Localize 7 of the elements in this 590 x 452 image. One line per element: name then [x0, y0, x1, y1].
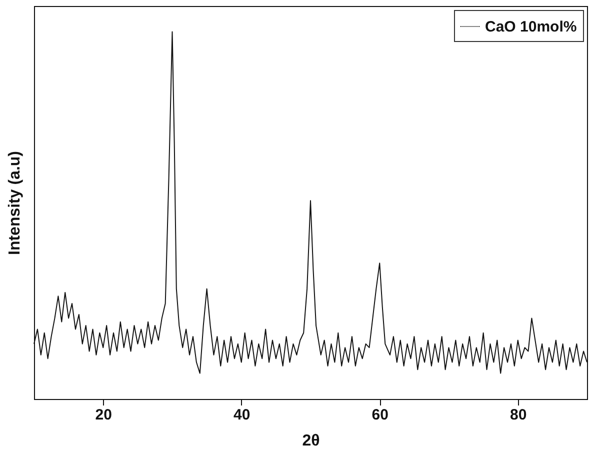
x-axis-title: 2θ [302, 432, 320, 450]
legend-label: CaO 10mol% [485, 18, 577, 36]
y-axis-title: Intensity (a.u) [6, 150, 24, 256]
x-tick-label: 20 [95, 406, 112, 424]
x-tick-label: 40 [234, 406, 250, 424]
x-tick-label: 80 [510, 406, 527, 424]
x-tick-label: 60 [372, 406, 388, 424]
